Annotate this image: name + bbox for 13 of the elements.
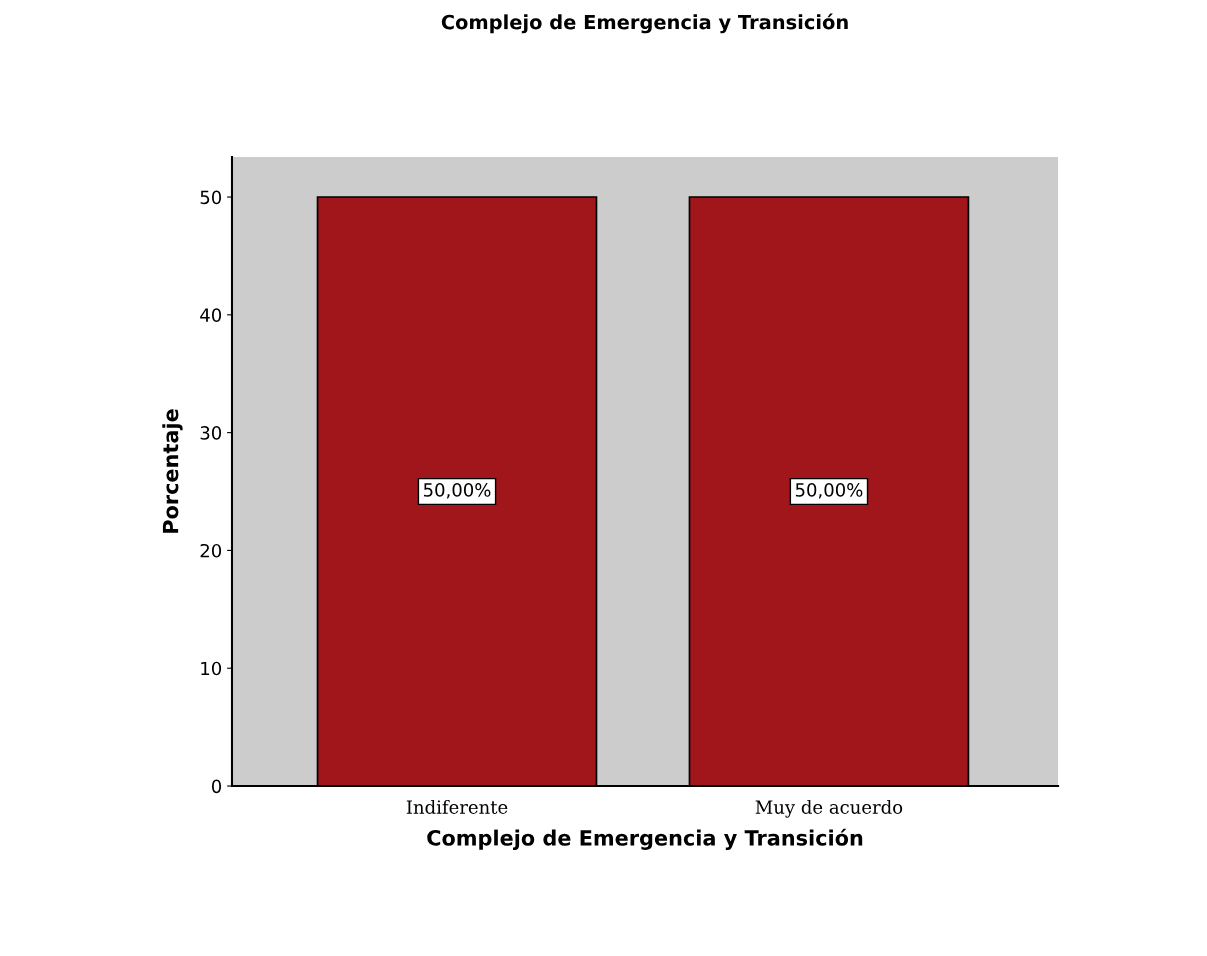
y-tick-label: 50 — [200, 190, 222, 205]
x-tick-label: Indiferente — [406, 799, 508, 814]
data-label: 50,00% — [423, 483, 491, 499]
y-tick-label: 20 — [200, 543, 222, 558]
chart-title: Complejo de Emergencia y Transición — [441, 13, 848, 34]
x-tick-label: Muy de acuerdo — [755, 799, 903, 818]
data-label: 50,00% — [795, 483, 863, 499]
y-tick-label: 0 — [211, 779, 222, 794]
y-tick-label: 30 — [200, 426, 222, 440]
x-axis-title: Complejo de Emergencia y Transición — [427, 828, 863, 850]
y-axis-title: Porcentaje — [162, 409, 183, 533]
y-tick-label: 10 — [201, 661, 222, 676]
y-tick-label: 40 — [200, 308, 222, 322]
